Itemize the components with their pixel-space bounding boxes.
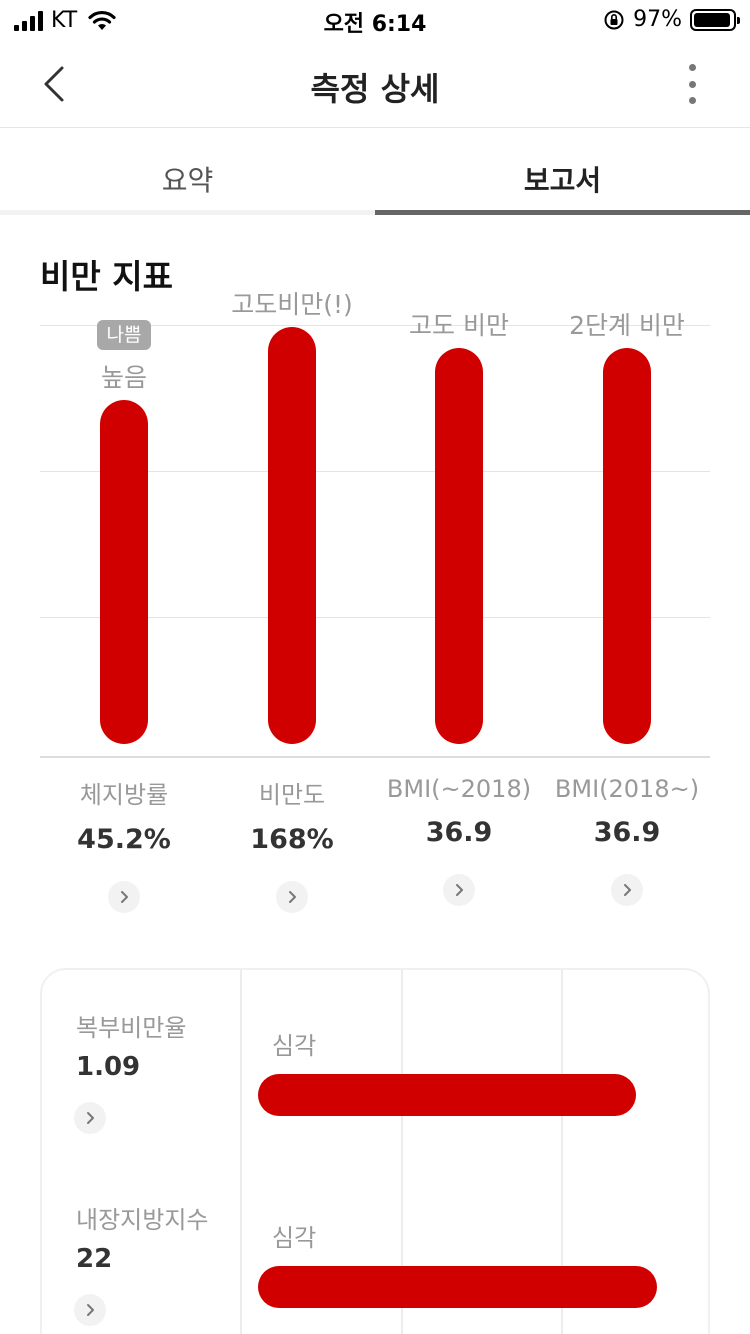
bar-label-body-fat: 높음 (100, 363, 147, 392)
grid-line (40, 471, 710, 472)
bar-obesity-degree (268, 327, 316, 744)
card-row-value: 22 (76, 1244, 113, 1274)
more-options-icon[interactable] (682, 64, 702, 104)
grid-line (40, 617, 710, 618)
signal-icon (14, 10, 43, 31)
metric-name: BMI(2018~) (554, 775, 700, 803)
detail-chevron-button[interactable] (611, 874, 643, 906)
abdominal-fat-card: 복부비만율 1.09 심각 내장지방지수 22 심각 (40, 968, 710, 1334)
status-right: 97% (603, 7, 740, 32)
card-row-level: 심각 (272, 1032, 317, 1060)
detail-chevron-button[interactable] (276, 881, 308, 913)
bar-label-bmi-new: 2단계 비만 (569, 311, 685, 340)
status-badge: 나쁨 (97, 320, 151, 350)
back-arrow-icon[interactable] (34, 62, 78, 106)
bar-label-obesity-degree: 고도비만(!) (231, 290, 353, 319)
bar-bmi-new (603, 348, 651, 744)
metric-body-fat: 체지방률 45.2% (39, 775, 209, 913)
status-time: 오전 6:14 (323, 12, 427, 37)
grid-line (40, 325, 710, 326)
chevron-right-icon (87, 1304, 94, 1316)
tab-summary[interactable]: 요약 (0, 129, 375, 215)
bar-bmi-old (435, 348, 483, 744)
card-row-level: 심각 (272, 1224, 317, 1252)
metric-bmi-new: BMI(2018~) 36.9 (542, 775, 712, 906)
abdominal-fat-bar (258, 1074, 636, 1116)
card-row-label: 내장지방지수 (76, 1206, 209, 1234)
card-divider (240, 970, 242, 1334)
tab-report-label: 보고서 (523, 164, 602, 197)
wifi-icon (88, 10, 116, 30)
metric-bmi-old: BMI(~2018) 36.9 (374, 775, 544, 906)
metric-name: 체지방률 (79, 781, 169, 809)
nav-bar: 측정 상세 (0, 40, 750, 128)
tab-bar: 요약 보고서 (0, 129, 750, 215)
metric-value: 36.9 (425, 817, 493, 848)
section-title: 비만 지표 (40, 257, 173, 296)
chevron-right-icon (456, 884, 463, 896)
card-divider (401, 970, 403, 1334)
chevron-right-icon (624, 884, 631, 896)
obesity-index-chart: 나쁨 높음 고도비만(!) 고도 비만 2단계 비만 (40, 240, 710, 760)
visceral-fat-bar (258, 1266, 657, 1308)
grid-baseline (40, 756, 710, 758)
metric-name: 비만도 (258, 781, 326, 809)
card-row-label: 복부비만율 (76, 1014, 187, 1042)
detail-chevron-button[interactable] (74, 1294, 106, 1326)
metric-obesity-degree: 비만도 168% (207, 775, 377, 913)
chevron-right-icon (87, 1112, 94, 1124)
bar-body-fat (100, 400, 148, 744)
chevron-right-icon (289, 891, 296, 903)
detail-chevron-button[interactable] (108, 881, 140, 913)
detail-chevron-button[interactable] (443, 874, 475, 906)
detail-chevron-button[interactable] (74, 1102, 106, 1134)
chevron-right-icon (121, 891, 128, 903)
tab-report[interactable]: 보고서 (375, 129, 750, 215)
bar-label-bmi-old: 고도 비만 (409, 311, 509, 340)
battery-percent: 97% (633, 7, 682, 32)
orientation-lock-icon (604, 10, 624, 29)
card-row-value: 1.09 (76, 1052, 141, 1082)
metric-name: BMI(~2018) (386, 775, 532, 803)
status-left: KT (14, 8, 117, 33)
page-title: 측정 상세 (310, 70, 440, 108)
status-bar: KT 오전 6:14 97% (0, 0, 750, 40)
metric-value: 36.9 (593, 817, 661, 848)
metric-value: 168% (250, 824, 334, 855)
carrier-name: KT (51, 8, 78, 33)
card-divider (561, 970, 563, 1334)
metric-value: 45.2% (77, 824, 171, 855)
tab-summary-label: 요약 (161, 164, 214, 197)
battery-icon (690, 8, 740, 31)
